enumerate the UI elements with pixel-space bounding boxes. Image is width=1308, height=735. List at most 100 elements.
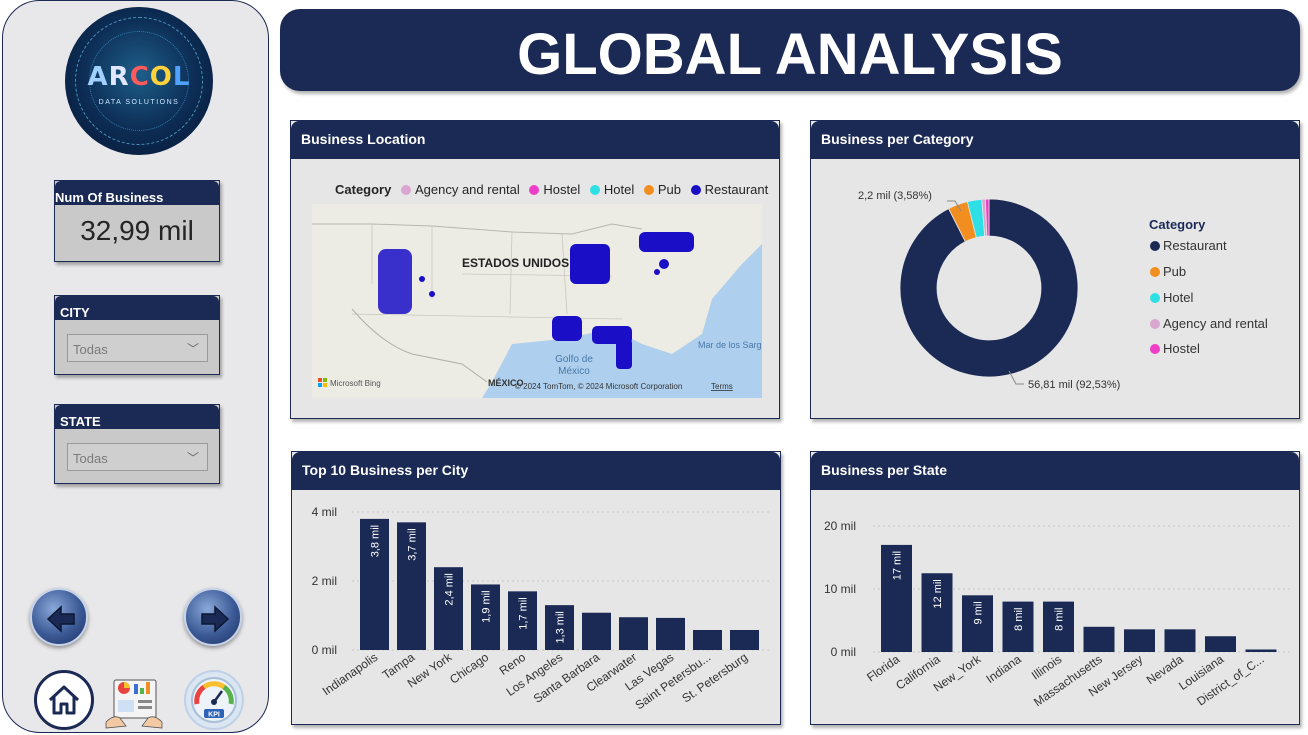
business-location-panel: Business Location Category Agency and re… (290, 120, 780, 419)
bar-8[interactable] (1205, 636, 1236, 652)
legend-hotel[interactable]: Hotel (1163, 290, 1193, 305)
donut-label-big: 56,81 mil (92,53%) (1028, 379, 1120, 391)
bar-data-label: 1,9 mil (481, 590, 493, 622)
map-attribution: © 2024 TomTom, © 2024 Microsoft Corporat… (515, 382, 682, 391)
location-legend: Category Agency and rental Hostel Hotel … (335, 182, 774, 197)
bar-10[interactable] (730, 629, 759, 650)
legend-item-hotel[interactable]: Hotel (589, 182, 634, 197)
bar-7[interactable] (619, 617, 648, 650)
map-label-sea: Mar de los Sarg (698, 340, 762, 350)
home-icon (48, 685, 80, 715)
business-map[interactable]: ESTADOS UNIDOS Golfo de México Mar de lo… (312, 204, 762, 398)
back-button[interactable] (30, 588, 88, 646)
top-city-title: Top 10 Business per City (292, 452, 780, 490)
report-icon (105, 679, 163, 729)
kpi-title: Num Of Business (55, 181, 219, 205)
bar-6[interactable] (582, 612, 611, 650)
state-select-value: Todas (73, 451, 108, 466)
city-select-value: Todas (73, 342, 108, 357)
map-label-mexico: MÉXICO (488, 378, 524, 388)
arcol-logo: ARCOL DATA SOLUTIONS (65, 7, 213, 155)
bar-data-label: 1,7 mil (518, 597, 530, 629)
bar-4[interactable] (1043, 601, 1074, 652)
legend-hostel[interactable]: Hostel (1163, 341, 1200, 356)
logo-wordmark: ARCOL (87, 62, 191, 92)
arrow-left-icon (46, 605, 75, 633)
bar-data-label: 3,8 mil (370, 525, 382, 557)
kpi-button[interactable]: KPI (184, 670, 244, 730)
bar-3[interactable] (1002, 601, 1034, 652)
top-city-panel: Top 10 Business per City 0 mil 2 mil 4 mil… (291, 451, 781, 725)
bar-5[interactable] (545, 605, 574, 650)
bar-data-label: 12 mil (932, 579, 944, 608)
map-canvas: ESTADOS UNIDOS Golfo de México Mar de lo… (312, 204, 762, 398)
chevron-down-icon: ﹀ (186, 342, 199, 356)
bar-4[interactable] (508, 591, 537, 650)
map-label-gulf-1: Golfo de (555, 354, 593, 365)
y-tick-label: 20 mil (824, 519, 856, 533)
y-tick-label: 10 mil (824, 582, 856, 596)
kpi-value: 32,99 mil (80, 215, 194, 246)
y-tick-label: 0 mil (312, 643, 337, 657)
bar-data-label: 1,3 mil (555, 611, 567, 643)
bar-1[interactable] (397, 522, 426, 650)
forward-button[interactable] (184, 588, 242, 646)
category-legend: Restaurant Pub Hotel Agency and rental H… (1150, 238, 1268, 356)
bar-8[interactable] (656, 617, 685, 650)
bar-data-label: 2,4 mil (444, 573, 456, 605)
bar-2[interactable] (434, 567, 463, 650)
page-title: GLOBAL ANALYSIS (517, 22, 1063, 87)
city-filter: CITY Todas ﹀ (54, 295, 220, 375)
legend-agency[interactable]: Agency and rental (1163, 316, 1268, 331)
legend-item-pub[interactable]: Pub (643, 182, 681, 197)
state-panel: Business per State 0 mil 10 mil 20 mil 17 m… (810, 451, 1300, 725)
city-filter-title: CITY (55, 296, 219, 320)
bar-data-label: 8 mil (1013, 608, 1025, 631)
donut-slice-hostel[interactable] (984, 198, 990, 237)
x-tick-label: Massachusetts (1031, 652, 1105, 709)
legend-item-agency[interactable]: Agency and rental (400, 182, 520, 197)
map-label-country: ESTADOS UNIDOS (462, 256, 569, 270)
report-button[interactable] (104, 670, 164, 730)
y-tick-label: 0 mil (831, 645, 856, 659)
x-tick-label: Indiana (983, 652, 1024, 686)
bar-7[interactable] (1164, 629, 1196, 652)
x-tick-label: Chicago (447, 650, 491, 687)
bar-9[interactable] (693, 629, 722, 650)
legend-restaurant[interactable]: Restaurant (1163, 238, 1227, 253)
bar-0[interactable] (360, 518, 389, 650)
donut-slice-restaurant[interactable] (899, 198, 1079, 378)
city-select[interactable]: Todas ﹀ (67, 334, 208, 362)
map-label-gulf-2: México (558, 366, 590, 377)
chevron-down-icon: ﹀ (186, 451, 199, 465)
x-tick-label: Indianapolis (320, 650, 381, 698)
y-tick-label: 4 mil (312, 505, 337, 519)
category-donut-chart: 2,2 mil (3,58%) 56,81 mil (92,53%) Categ… (858, 190, 1268, 391)
category-legend-title: Category (1149, 217, 1206, 232)
legend-item-hostel[interactable]: Hostel (529, 182, 580, 197)
state-filter: STATE Todas ﹀ (54, 404, 220, 484)
logo-subtitle: DATA SOLUTIONS (98, 99, 180, 106)
state-title: Business per State (811, 452, 1299, 490)
header-banner: GLOBAL ANALYSIS (280, 9, 1300, 91)
state-select[interactable]: Todas ﹀ (67, 443, 208, 471)
location-legend-title: Category (335, 182, 392, 197)
city-bar-chart: 0 mil 2 mil 4 mil 3,8 mil Indianapolis 3,7 mi… (312, 505, 772, 712)
bar-data-label: 17 mil (892, 551, 904, 580)
bar-3[interactable] (471, 584, 500, 650)
bar-9[interactable] (1245, 649, 1277, 652)
legend-item-restaurant[interactable]: Restaurant (690, 182, 768, 197)
bar-1[interactable] (921, 573, 953, 652)
bar-2[interactable] (962, 595, 993, 652)
legend-pub[interactable]: Pub (1163, 264, 1186, 279)
bar-0[interactable] (881, 544, 912, 652)
bar-5[interactable] (1083, 626, 1115, 652)
bar-6[interactable] (1124, 629, 1155, 652)
donut-label-small: 2,2 mil (3,58%) (858, 190, 932, 202)
bar-data-label: 9 mil (973, 601, 985, 624)
home-button[interactable] (34, 670, 94, 730)
map-terms-link[interactable]: Terms (711, 382, 733, 391)
bar-data-label: 8 mil (1054, 608, 1066, 631)
